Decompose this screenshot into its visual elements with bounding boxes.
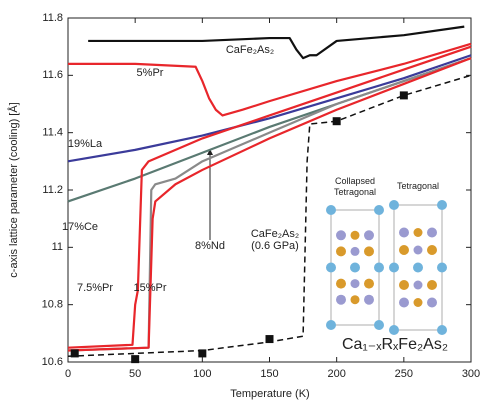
- series-label: 7.5%Pr: [73, 282, 118, 294]
- series-label: 19%La: [65, 138, 105, 150]
- atom: [427, 245, 437, 255]
- atom: [389, 325, 399, 335]
- atom: [413, 263, 423, 273]
- series-line: [68, 55, 471, 161]
- x-tick-label: 0: [65, 368, 71, 380]
- series-label: CaFe₂As₂ (0.6 GPa): [244, 228, 306, 252]
- y-tick-label: 11.8: [42, 12, 63, 24]
- atom: [399, 228, 409, 238]
- marker: [400, 91, 408, 99]
- atom: [427, 298, 437, 308]
- series-label: 8%Nd: [190, 240, 230, 252]
- atom: [437, 200, 447, 210]
- structure-label: Tetragonal: [390, 181, 446, 192]
- y-axis-label: c-axis lattice parameter (cooling) [Å]: [7, 102, 20, 277]
- atom: [399, 280, 409, 290]
- marker: [71, 349, 79, 357]
- series-label: 17%Ce: [60, 221, 100, 233]
- atom: [336, 295, 346, 305]
- atom: [351, 279, 360, 288]
- atom: [414, 298, 423, 307]
- atom: [399, 245, 409, 255]
- atom: [336, 279, 346, 289]
- y-tick-label: 11: [52, 241, 63, 253]
- formula: Ca₁₋ₓRₓFe₂As₂: [320, 336, 470, 354]
- structure-label: Collapsed Tetragonal: [325, 176, 385, 198]
- marker: [333, 117, 341, 125]
- atom: [350, 263, 360, 273]
- x-tick-label: 250: [395, 368, 413, 380]
- atom: [414, 281, 423, 290]
- atom: [399, 298, 409, 308]
- atom: [364, 279, 374, 289]
- marker: [266, 335, 274, 343]
- atom: [389, 263, 399, 273]
- atom: [351, 231, 360, 240]
- atom: [374, 205, 384, 215]
- atom: [437, 263, 447, 273]
- atom: [427, 228, 437, 238]
- x-axis-label: Temperature (K): [230, 388, 309, 400]
- atom: [326, 263, 336, 273]
- series-label: CaFe₂As₂: [210, 44, 290, 56]
- chart: Temperature (K) c-axis lattice parameter…: [0, 0, 481, 406]
- atom: [374, 320, 384, 330]
- x-tick-label: 300: [462, 368, 480, 380]
- crystal-structure: [389, 200, 447, 335]
- y-tick-label: 11.6: [42, 69, 63, 81]
- x-tick-label: 100: [193, 368, 211, 380]
- y-tick-label: 11.2: [42, 184, 63, 196]
- atom: [374, 263, 384, 273]
- x-tick-label: 200: [327, 368, 345, 380]
- x-tick-label: 150: [260, 368, 278, 380]
- atom: [437, 325, 447, 335]
- atom: [364, 295, 374, 305]
- series-label: 15%Pr: [128, 282, 173, 294]
- y-tick-label: 10.6: [42, 356, 63, 368]
- atom: [351, 247, 360, 256]
- atom: [364, 246, 374, 256]
- atom: [414, 246, 423, 255]
- crystal-structure: [326, 205, 384, 330]
- marker: [198, 349, 206, 357]
- marker: [131, 355, 139, 363]
- y-tick-label: 10.8: [42, 299, 63, 311]
- atom: [364, 230, 374, 240]
- atom: [336, 246, 346, 256]
- atom: [326, 205, 336, 215]
- atom: [326, 320, 336, 330]
- atom: [427, 280, 437, 290]
- atom: [414, 228, 423, 237]
- atom: [351, 295, 360, 304]
- series-label: 5%Pr: [130, 67, 170, 79]
- atom: [336, 230, 346, 240]
- x-tick-label: 50: [129, 368, 141, 380]
- y-tick-label: 11.4: [42, 127, 63, 139]
- atom: [389, 200, 399, 210]
- series-line: [68, 47, 471, 348]
